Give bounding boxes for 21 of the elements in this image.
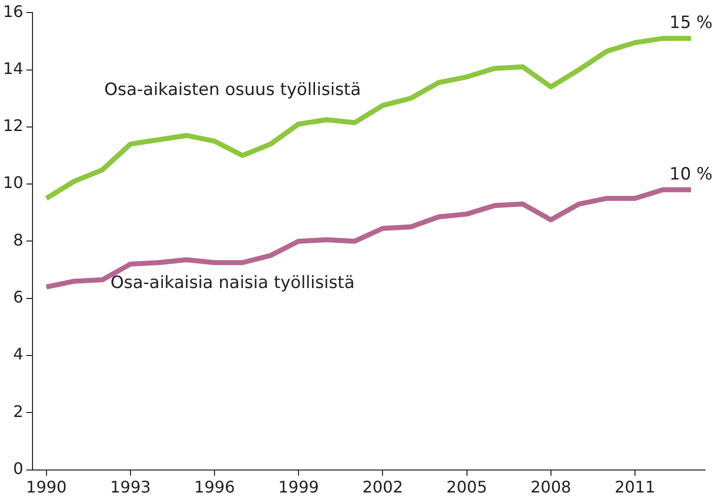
y-tick-label: 2 (13, 402, 24, 421)
series-label: Osa-aikaisia naisia työllisistä (110, 273, 355, 294)
x-tick-label: 2005 (446, 478, 488, 497)
x-tick-label: 1990 (26, 478, 67, 497)
y-tick-label: 8 (13, 230, 24, 250)
y-tick-label: 12 (3, 116, 24, 136)
y-tick-label: 6 (13, 288, 24, 307)
x-tick-label: 2008 (530, 478, 572, 497)
y-tick-label: 16 (3, 2, 24, 21)
x-tick-label: 1996 (194, 478, 235, 497)
y-tick-label: 14 (3, 58, 24, 78)
x-tick-label: 2002 (362, 478, 404, 497)
x-tick-label: 1993 (110, 478, 151, 497)
y-tick-label: 4 (13, 344, 24, 364)
annotation: 10 % (669, 164, 713, 185)
x-tick-label: 1999 (278, 478, 319, 497)
annotation: 15 % (669, 13, 713, 34)
x-tick-label: 2011 (614, 478, 656, 497)
y-tick-label: 10 (3, 173, 24, 192)
y-tick-label: 0 (13, 458, 24, 478)
series-label: Osa-aikaisten osuus työllisistä (104, 80, 361, 100)
